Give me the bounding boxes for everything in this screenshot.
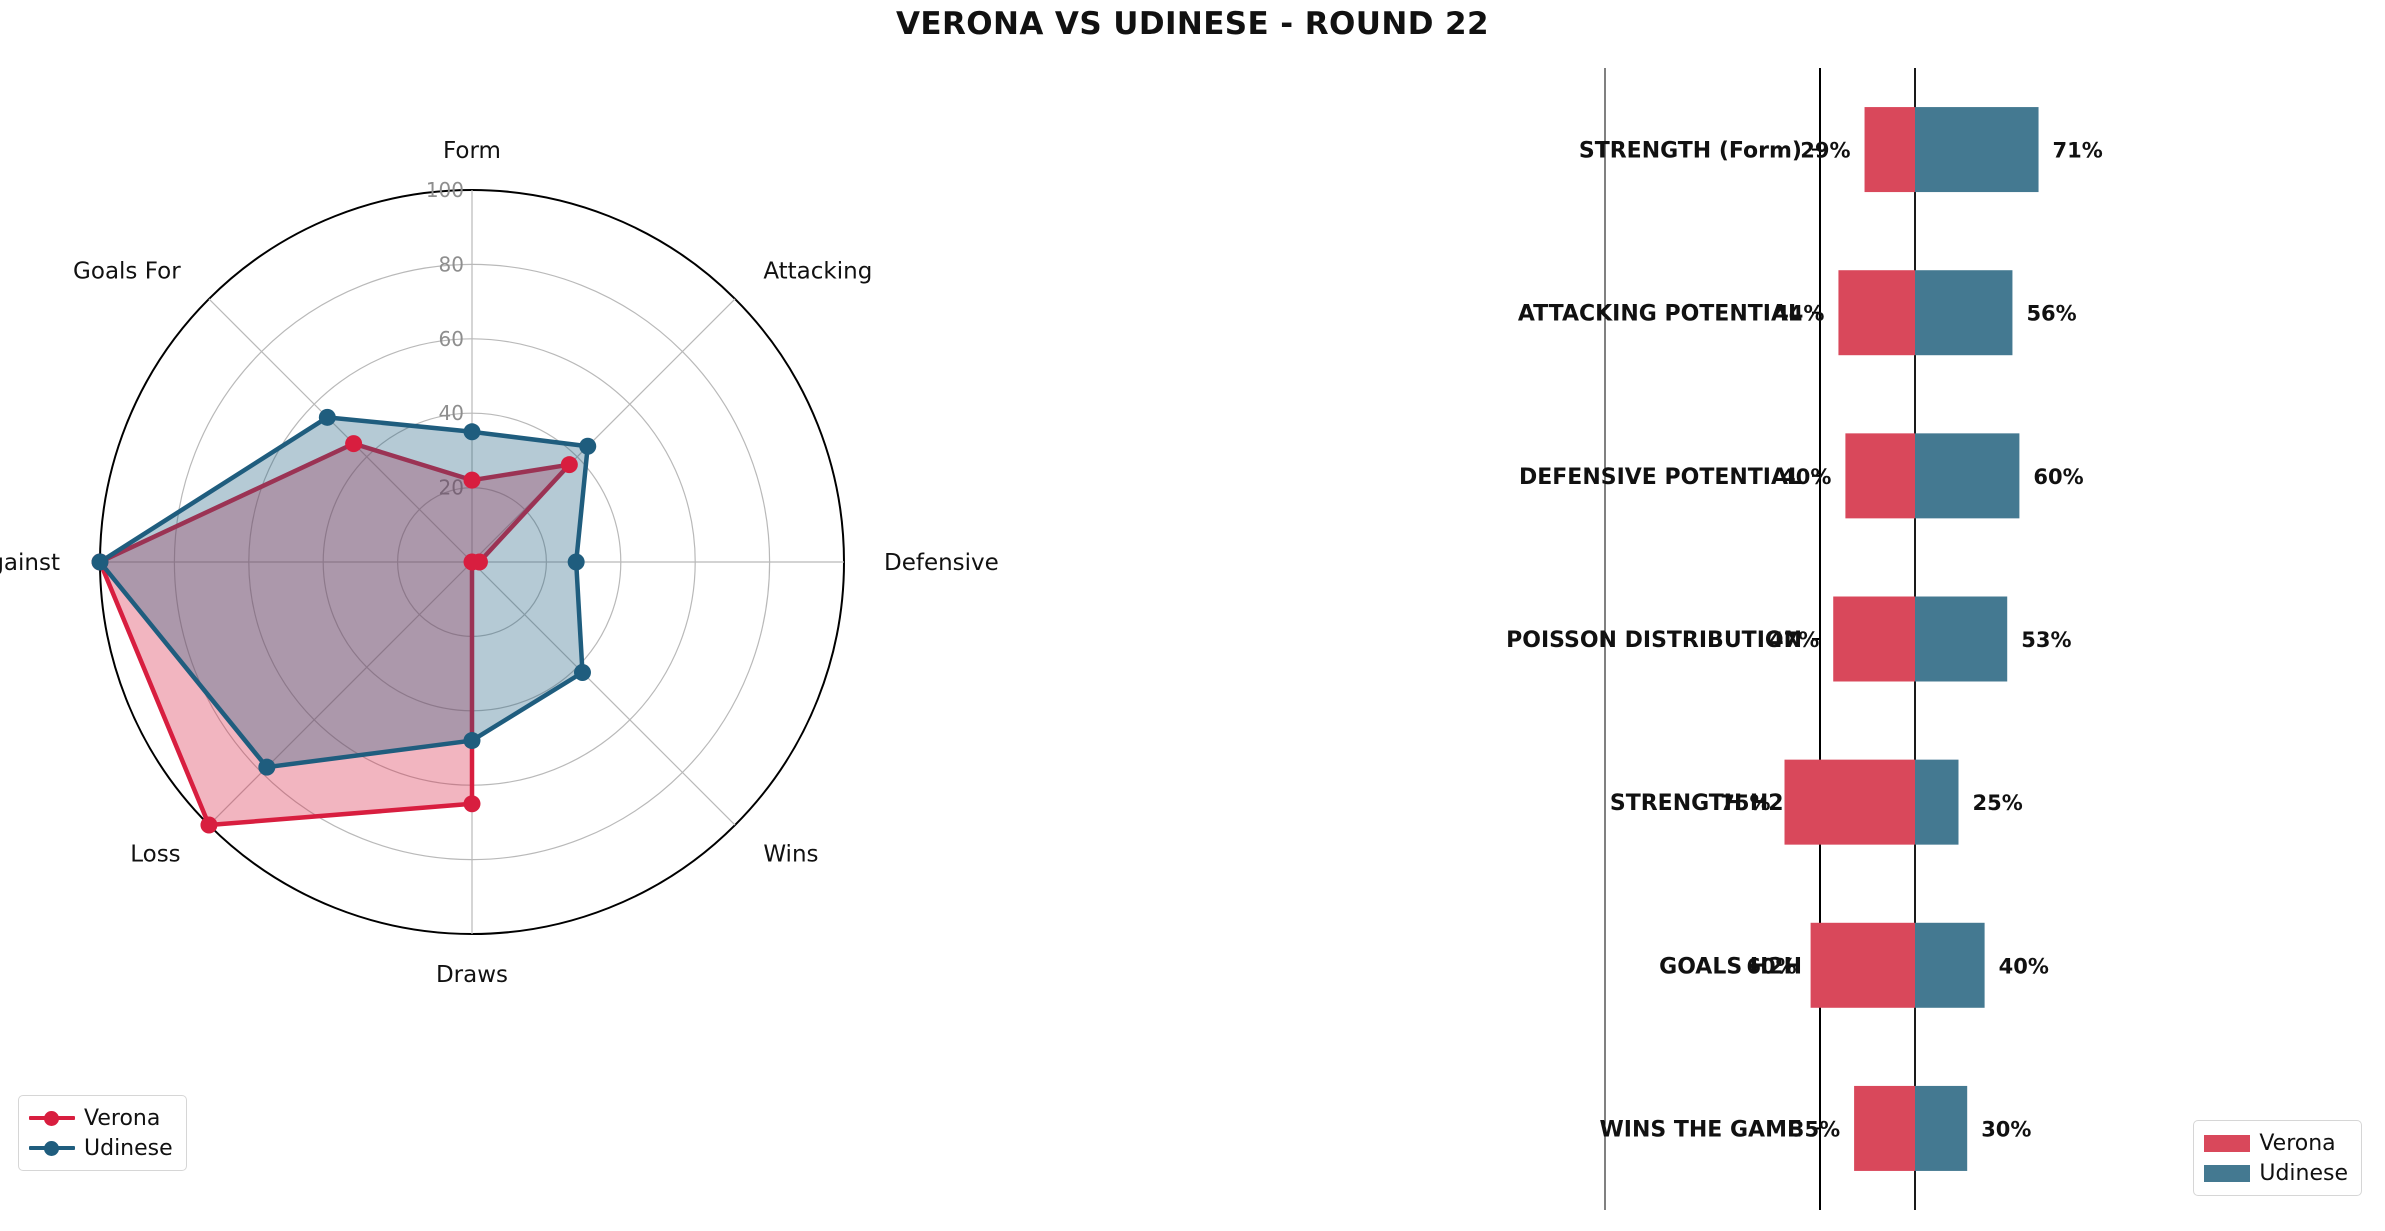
radar-legend-label: Verona <box>84 1105 161 1131</box>
bar-verona <box>1854 1085 1915 1171</box>
bar-category-label: POISSON DISTRIBUTION <box>1506 628 1802 653</box>
bar-verona <box>1864 107 1915 193</box>
bar-value-label-verona: 40% <box>1781 465 1831 489</box>
radial-tick-label: 80 <box>439 252 464 276</box>
radar-axis-label: Attacking <box>763 259 872 285</box>
color-swatch-icon <box>2204 1164 2251 1182</box>
radar-data-point <box>567 553 585 571</box>
radial-tick-label: 60 <box>439 327 464 351</box>
radar-axis-label: Loss <box>130 841 180 867</box>
radar-legend-label: Udinese <box>84 1135 173 1161</box>
radar-data-point <box>573 663 591 681</box>
bar-legend-label: Verona <box>2259 1130 2336 1156</box>
bar-category-label: DEFENSIVE POTENTIAL <box>1519 465 1802 490</box>
radial-tick-label: 100 <box>426 178 464 202</box>
bar-udinese <box>1915 1085 1968 1171</box>
radar-legend: Verona Udinese <box>18 1095 187 1171</box>
bar-value-label-verona: 35% <box>1790 1117 1840 1141</box>
radar-legend-item-udinese[interactable]: Udinese <box>29 1133 173 1163</box>
bar-value-label-udinese: 53% <box>2021 628 2071 652</box>
radar-data-point <box>463 471 481 489</box>
radar-axis-label: Goals Against <box>0 550 60 576</box>
line-marker-icon <box>29 1139 75 1157</box>
page-title: VERONA VS UDINESE - ROUND 22 <box>896 6 1489 42</box>
radial-tick-label: 40 <box>439 401 464 425</box>
bar-verona <box>1838 270 1915 356</box>
radar-data-point <box>345 435 363 453</box>
bar-value-label-udinese: 71% <box>2053 139 2103 163</box>
radar-axis-label: Goals For <box>73 259 181 285</box>
bar-legend-label: Udinese <box>2259 1160 2348 1186</box>
radar-data-point <box>463 732 481 750</box>
bar-verona <box>1845 433 1915 519</box>
radar-data-point <box>258 758 276 776</box>
bar-value-label-udinese: 40% <box>1999 954 2049 978</box>
radar-data-point <box>579 437 597 455</box>
radar-data-point <box>560 456 578 474</box>
bar-udinese <box>1915 107 2039 193</box>
bar-value-label-udinese: 25% <box>1973 791 2023 815</box>
bar-udinese <box>1915 596 2008 682</box>
radar-data-point <box>463 795 481 813</box>
bar-value-label-udinese: 60% <box>2033 465 2083 489</box>
bar-value-label-verona: 29% <box>1800 139 1850 163</box>
radar-axis-label: Form <box>443 138 501 164</box>
radar-legend-item-verona[interactable]: Verona <box>29 1103 173 1133</box>
bar-value-label-verona: 75% <box>1720 791 1770 815</box>
radial-tick-label: 20 <box>439 476 464 500</box>
radar-data-point <box>200 816 218 834</box>
bar-verona <box>1784 759 1915 845</box>
bar-verona <box>1810 922 1915 1008</box>
radar-data-point <box>318 408 336 426</box>
bar-category-label: STRENGTH (Form) <box>1579 139 1802 164</box>
bar-udinese <box>1915 922 1985 1008</box>
bar-value-label-verona: 47% <box>1769 628 1819 652</box>
bar-udinese <box>1915 759 1959 845</box>
bar-verona <box>1833 596 1915 682</box>
bar-value-label-verona: 44% <box>1774 302 1824 326</box>
diverging-bar-chart-panel: STRENGTH (Form) 29% 71% ATTACKING POTENTIAL… <box>1160 60 2385 1231</box>
bar-value-label-udinese: 30% <box>1981 1117 2031 1141</box>
bar-category-label: WINS THE GAME <box>1600 1117 1802 1142</box>
radar-data-point <box>463 553 481 571</box>
radar-chart: 20 40 60 80 100 Form Attacking Defensive Wins Dra… <box>0 138 999 988</box>
bar-category-label: STRENGTH H2H <box>1610 791 1802 816</box>
radar-axis-label: Draws <box>436 962 508 988</box>
radar-chart-panel: 20 40 60 80 100 Form Attacking Defensive Wins Dra… <box>0 60 1160 1231</box>
bar-legend: Verona Udinese <box>2193 1120 2362 1196</box>
bar-value-label-udinese: 56% <box>2026 302 2076 326</box>
bar-legend-item-verona[interactable]: Verona <box>2204 1128 2348 1158</box>
bar-value-label-verona: 60% <box>1746 954 1796 978</box>
diverging-bar-chart: STRENGTH (Form)29% 71% ATTACKING POTENTIAL… <box>1506 68 2103 1210</box>
line-marker-icon <box>29 1109 75 1127</box>
bar-category-label: ATTACKING POTENTIAL <box>1518 302 1802 327</box>
radar-data-point <box>91 553 109 571</box>
bar-legend-item-udinese[interactable]: Udinese <box>2204 1158 2348 1188</box>
bar-category-label: GOALS H2H <box>1659 954 1802 979</box>
color-swatch-icon <box>2204 1134 2251 1152</box>
radar-data-point <box>463 423 481 441</box>
radar-axis-label: Wins <box>763 841 818 867</box>
radar-axis-label: Defensive <box>884 550 999 576</box>
bar-udinese <box>1915 270 2013 356</box>
bar-udinese <box>1915 433 2020 519</box>
